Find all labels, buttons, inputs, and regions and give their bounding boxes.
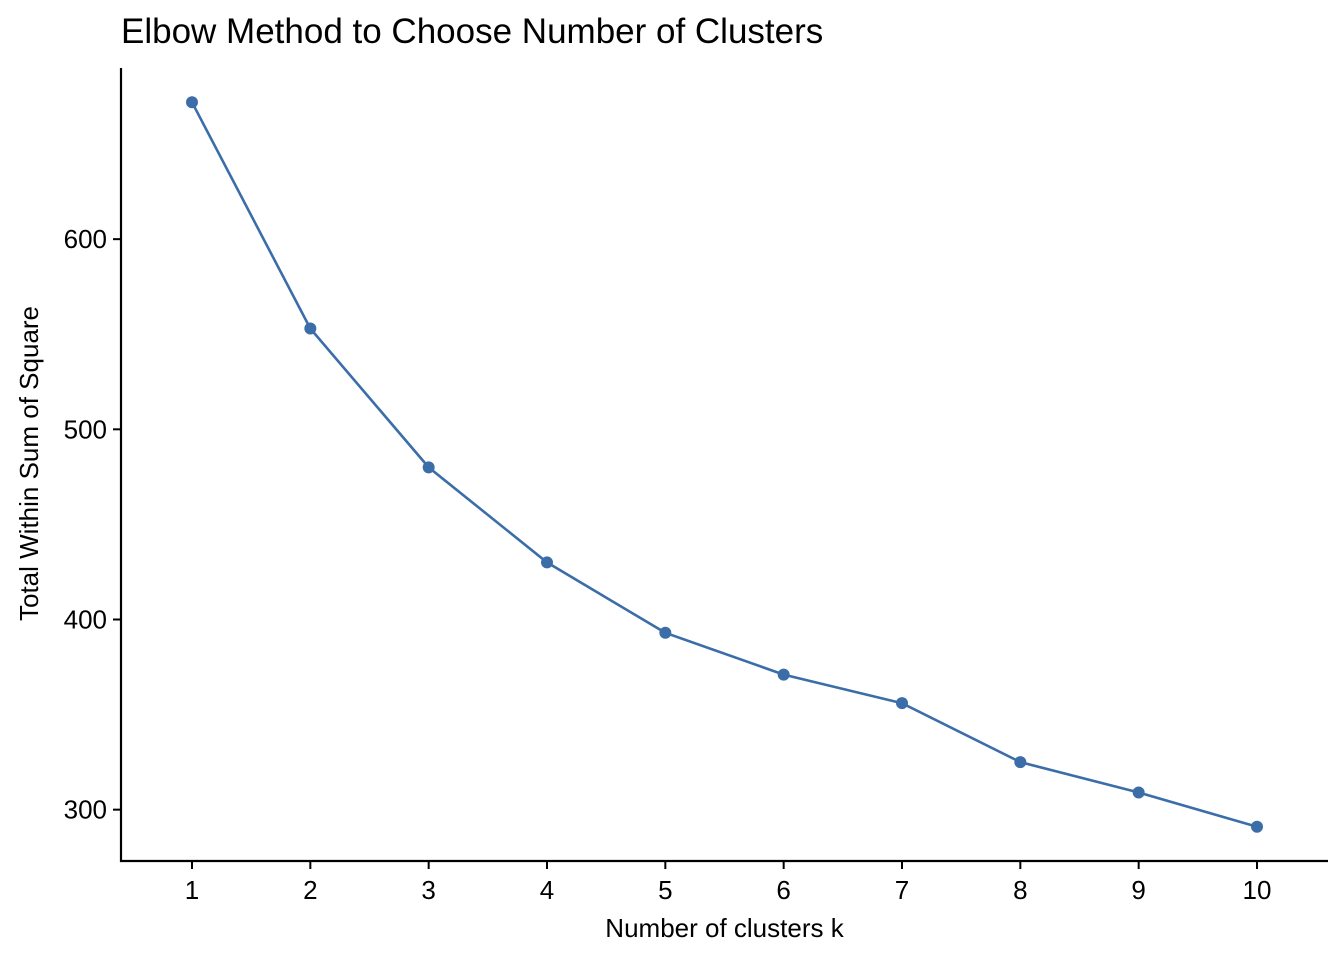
data-point bbox=[1132, 786, 1145, 799]
x-tick-label: 7 bbox=[895, 875, 909, 905]
data-point bbox=[1251, 820, 1263, 833]
x-tick-label: 1 bbox=[185, 875, 199, 905]
x-tick-label: 9 bbox=[1131, 875, 1145, 905]
data-point bbox=[304, 322, 317, 335]
series-line bbox=[190, 101, 1258, 829]
axes bbox=[119, 68, 1328, 863]
x-tick-label: 6 bbox=[776, 875, 790, 905]
x-tick-label: 8 bbox=[1013, 875, 1027, 905]
y-tick-label: 300 bbox=[64, 795, 107, 825]
y-ticks: 300 400 500 600 bbox=[64, 224, 121, 825]
x-tick-label: 5 bbox=[658, 875, 672, 905]
data-point bbox=[1014, 756, 1027, 769]
y-axis-title: Total Within Sum of Square bbox=[14, 306, 44, 621]
x-tick-label: 3 bbox=[421, 875, 435, 905]
x-tick-label: 4 bbox=[540, 875, 554, 905]
y-tick-label: 500 bbox=[64, 414, 107, 444]
x-axis-title: Number of clusters k bbox=[605, 913, 844, 943]
data-point bbox=[659, 626, 672, 639]
data-point bbox=[422, 461, 435, 474]
chart-title: Elbow Method to Choose Number of Cluster… bbox=[121, 12, 824, 51]
y-tick-label: 400 bbox=[64, 604, 107, 634]
x-tick-label: 2 bbox=[303, 875, 317, 905]
data-points bbox=[186, 96, 1263, 833]
data-point bbox=[777, 668, 790, 681]
x-tick-label: 10 bbox=[1243, 875, 1272, 905]
y-tick-label: 600 bbox=[64, 224, 107, 254]
data-point bbox=[541, 556, 553, 569]
data-point bbox=[186, 96, 198, 109]
data-point bbox=[896, 697, 908, 710]
x-ticks: 1 2 3 4 5 6 7 8 9 10 bbox=[185, 861, 1272, 905]
